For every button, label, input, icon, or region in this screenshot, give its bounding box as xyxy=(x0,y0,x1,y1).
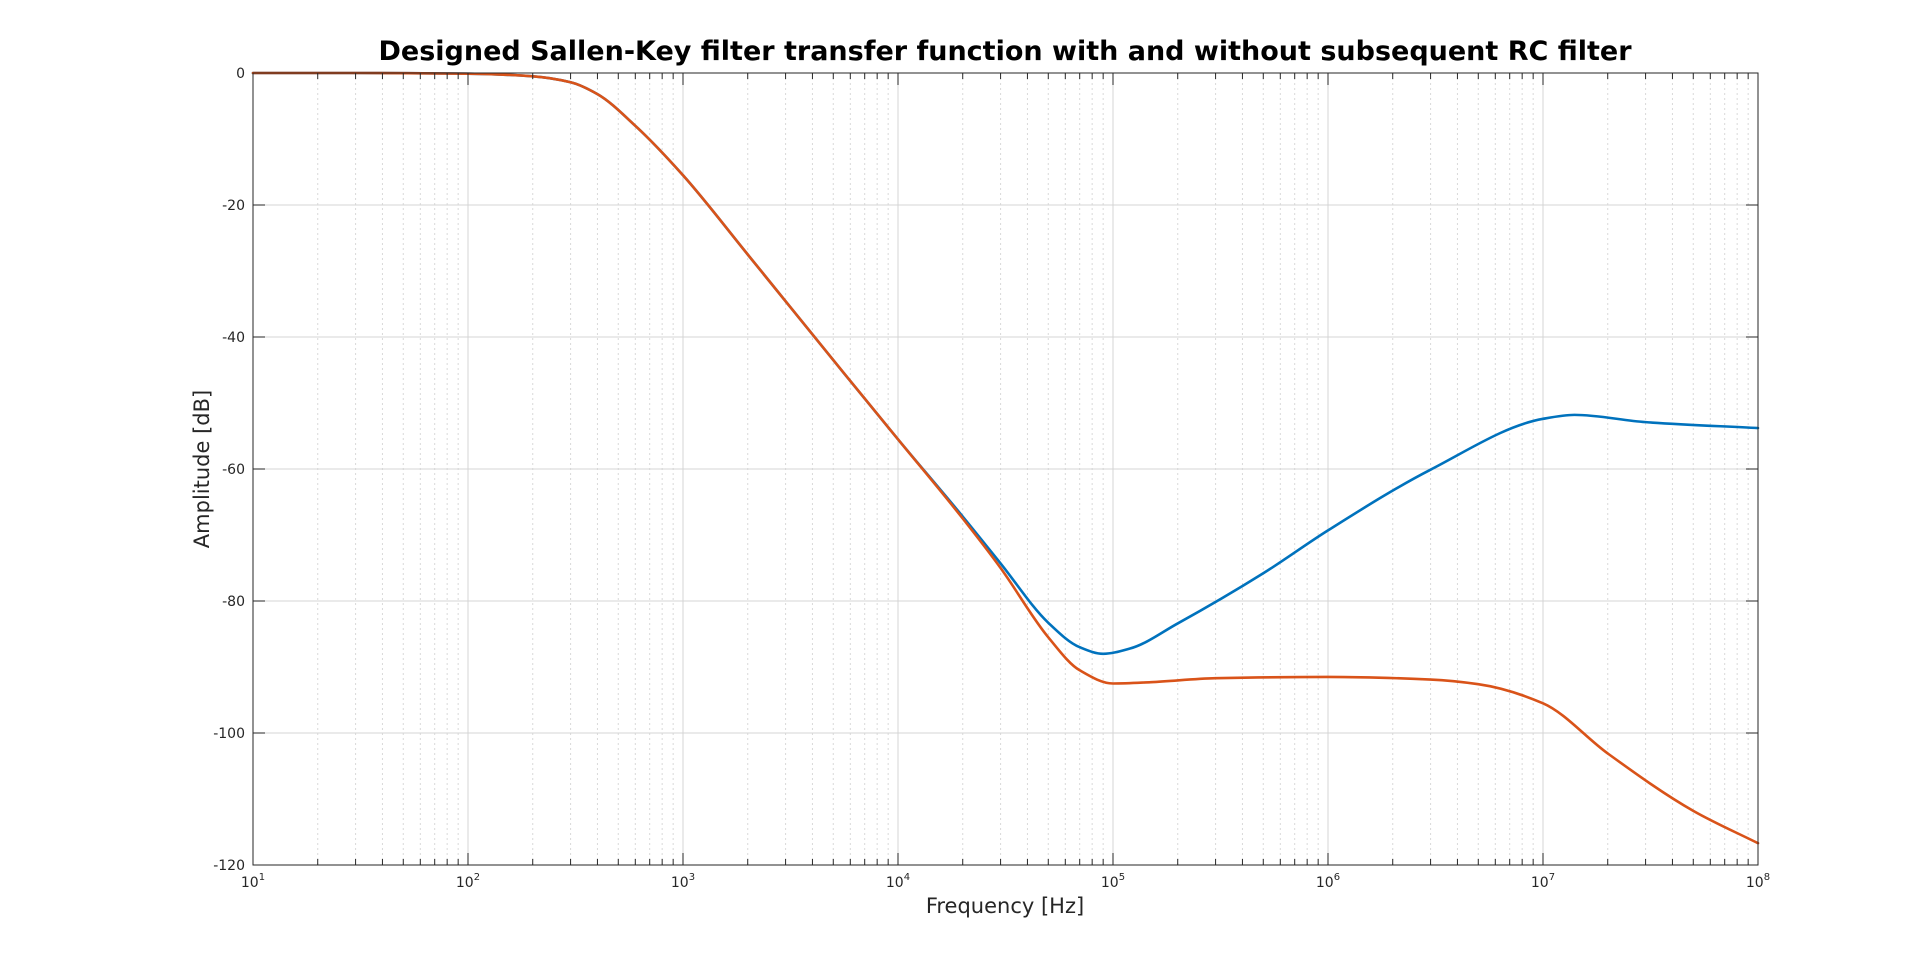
x-tick-label: 106 xyxy=(1316,872,1340,891)
chart-title: Designed Sallen-Key filter transfer func… xyxy=(378,36,1632,67)
x-tick-label: 105 xyxy=(1101,872,1125,891)
y-tick-label: -20 xyxy=(222,198,245,214)
x-tick-label: 108 xyxy=(1746,872,1770,891)
x-tick-label: 107 xyxy=(1531,872,1555,891)
series-line-2 xyxy=(251,71,1760,845)
tick-marks xyxy=(252,72,1759,866)
y-tick-label: -120 xyxy=(213,858,245,874)
y-axis-label: Amplitude [dB] xyxy=(190,390,214,548)
y-tick-label: -100 xyxy=(213,726,245,742)
x-tick-label: 101 xyxy=(241,872,265,891)
y-tick-label: -60 xyxy=(222,462,245,478)
y-tick-label: -40 xyxy=(222,330,245,346)
x-tick-label: 102 xyxy=(456,872,480,891)
major-grid xyxy=(253,73,1758,865)
x-tick-labels: 101 102 103 104 105 106 107 108 xyxy=(241,872,1770,891)
y-tick-label: -80 xyxy=(222,594,245,610)
x-tick-label: 103 xyxy=(671,872,695,891)
series-layer xyxy=(251,71,1760,845)
x-tick-label: 104 xyxy=(886,872,910,891)
y-tick-labels: 0 -20 -40 -60 -80 -100 -120 xyxy=(213,66,245,874)
y-tick-label: 0 xyxy=(236,66,245,82)
x-axis-label: Frequency [Hz] xyxy=(926,894,1084,918)
